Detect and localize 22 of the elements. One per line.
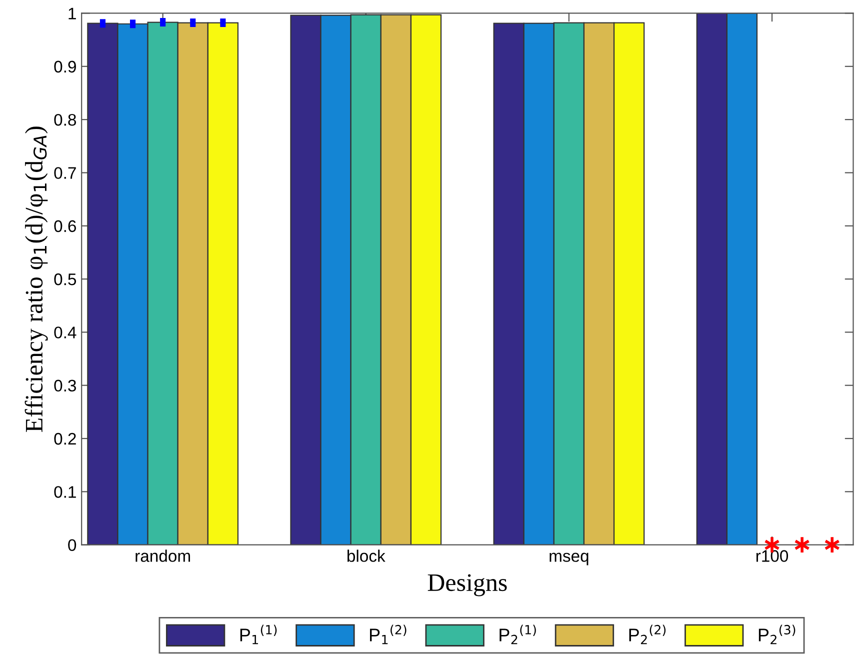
y-tick-label: 0.4 (54, 326, 76, 338)
y-tick-label: 0.2 (54, 432, 76, 445)
x-axis-title: Designs (428, 574, 507, 596)
y-tick-label: 0.6 (54, 220, 76, 232)
x-tick-label: block (348, 550, 386, 562)
y-tick-label: 0 (68, 539, 76, 552)
x-tick-label: random (136, 550, 190, 562)
y-tick-label: 0.3 (54, 380, 76, 392)
legend-label: P$_{1}$$^{(1)}$ (240, 624, 277, 644)
y-axis-title: Efficiency ratio φ$_{1}$(d)/φ$_{1}$(d$_{GA}$) (24, 126, 48, 432)
y-tick-label: 0.1 (54, 486, 76, 498)
x-tick-label: r100 (756, 550, 788, 562)
legend-label: P$_{2}$$^{(3)}$ (758, 624, 796, 644)
legend-label: P$_{1}$$^{(2)}$ (370, 624, 406, 644)
y-tick-label: 0.5 (54, 273, 76, 286)
y-tick-label: 1 (68, 8, 76, 20)
y-tick-label: 0.9 (54, 60, 76, 73)
legend-label: P$_{2}$$^{(1)}$ (500, 624, 536, 644)
y-tick-label: 0.7 (54, 167, 76, 179)
x-tick-label: mseq (550, 552, 588, 566)
legend-label: P$_{2}$$^{(2)}$ (629, 624, 666, 644)
y-tick-label: 0.8 (54, 114, 76, 126)
